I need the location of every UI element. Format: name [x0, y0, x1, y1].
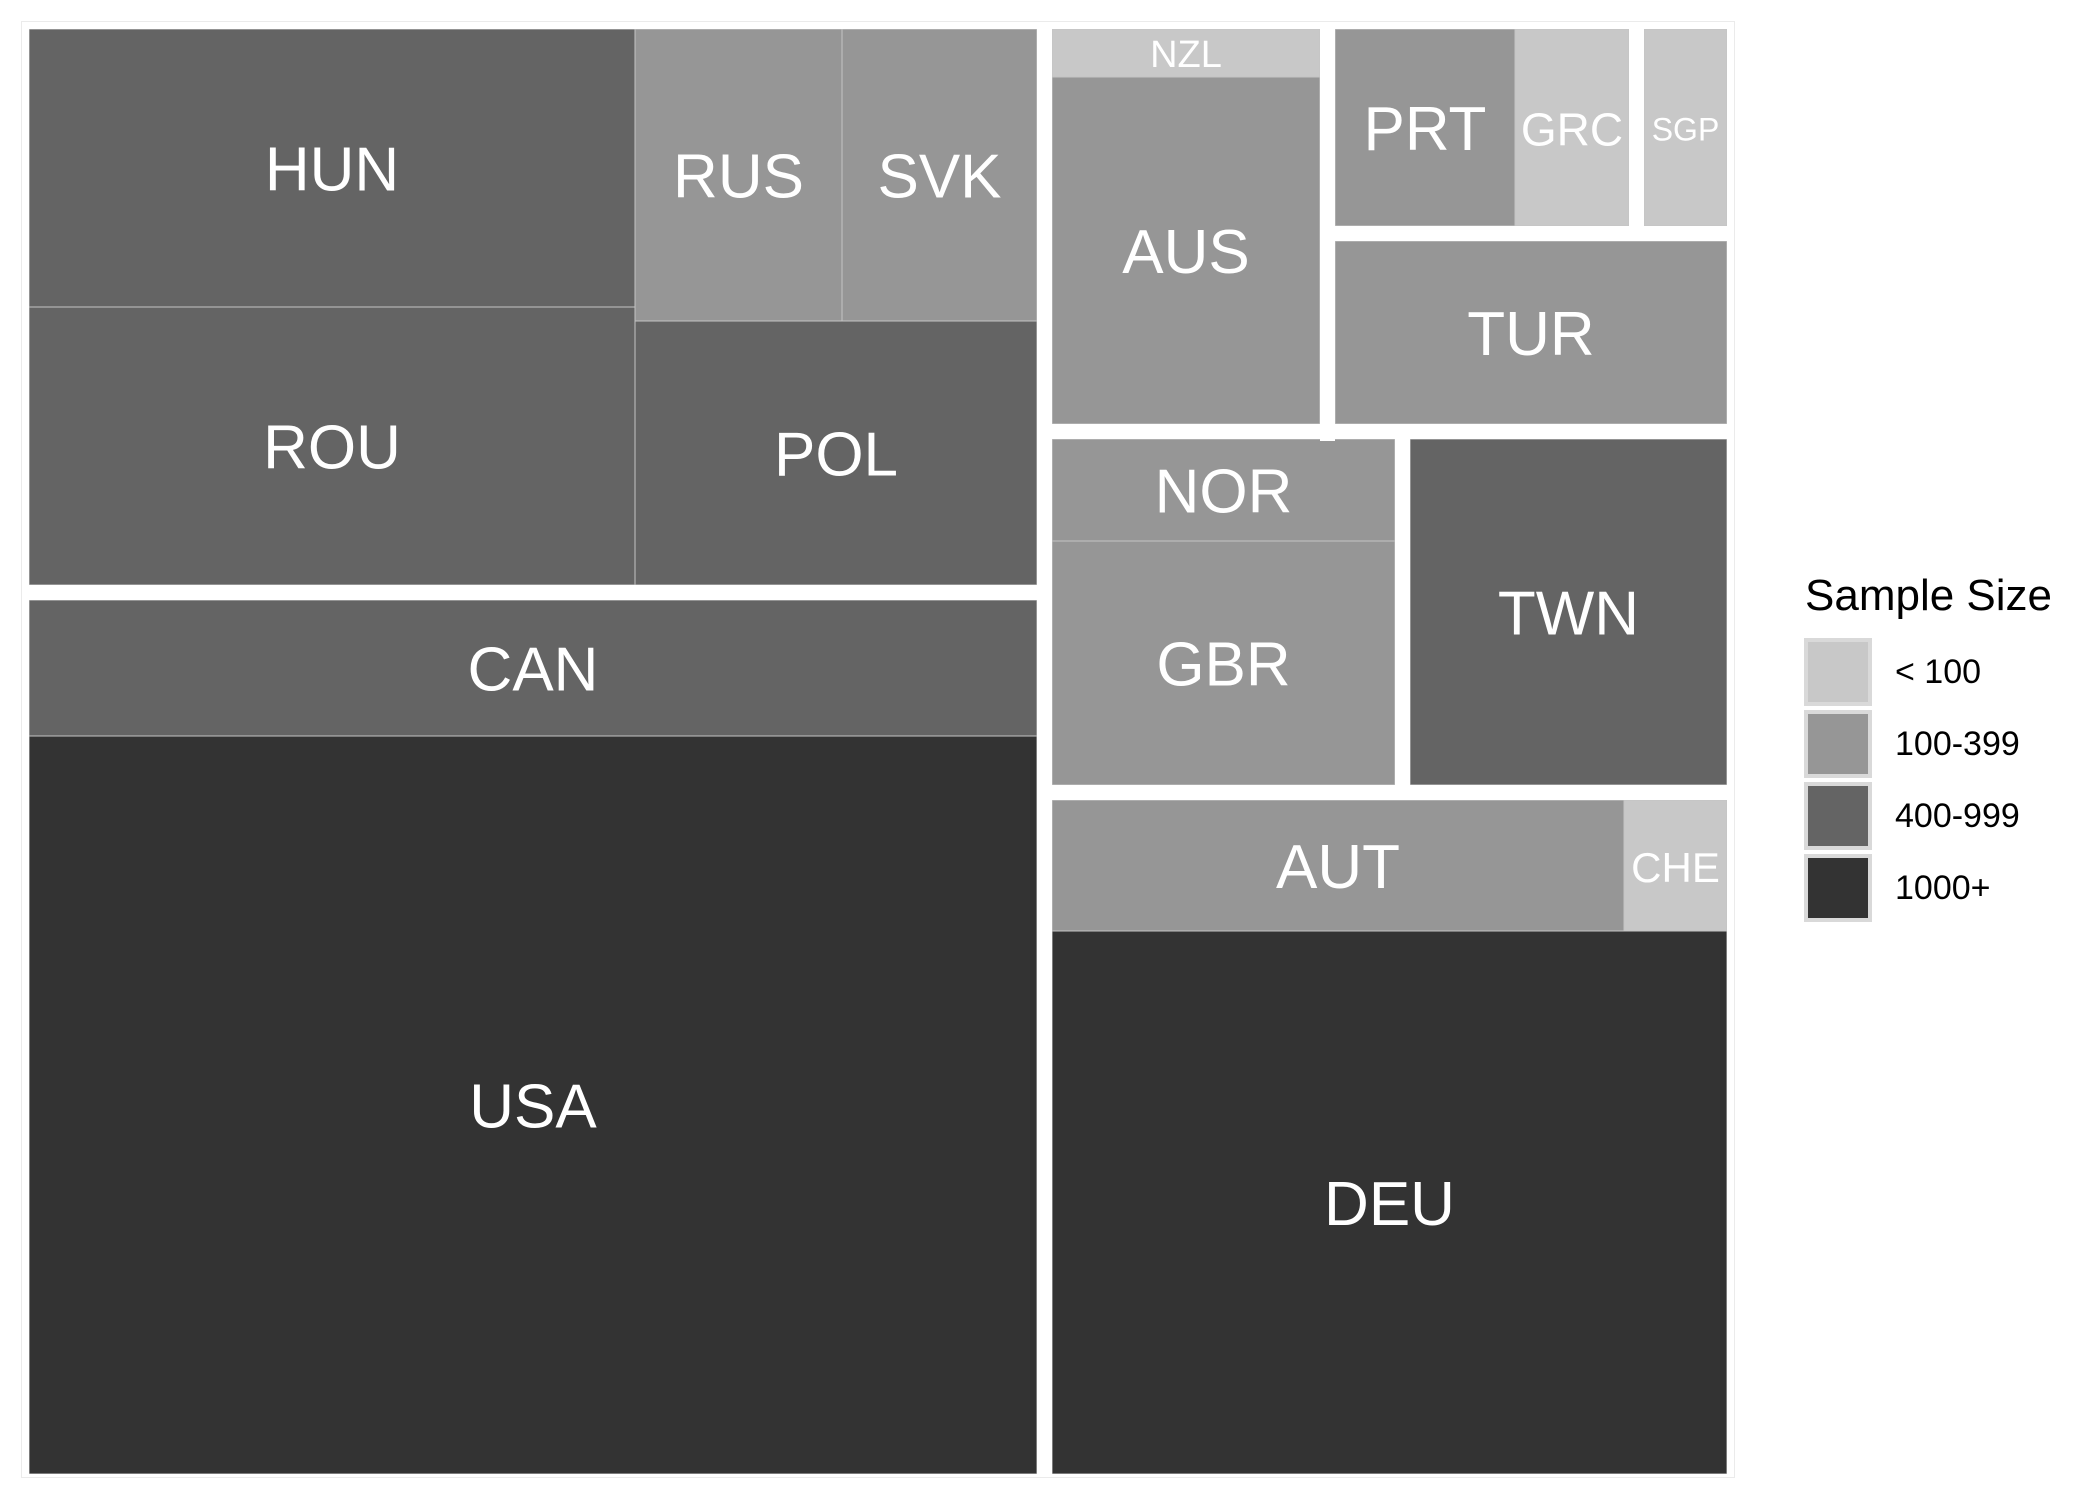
tile-rect [1051, 438, 1396, 542]
tile-rect [1623, 799, 1728, 932]
block-separator [22, 585, 1044, 600]
tile-che: CHE [1623, 799, 1728, 932]
legend-key [1804, 854, 1872, 922]
tile-rect [28, 599, 1038, 737]
tile-label: ROU [263, 414, 401, 483]
tile-can: CAN [28, 599, 1038, 737]
tile-deu: DEU [1051, 930, 1728, 1475]
tile-rus: RUS [634, 28, 843, 322]
tile-label: RUS [673, 143, 804, 212]
block-separator [22, 22, 29, 1477]
tile-tur: TUR [1334, 240, 1728, 425]
block-separator [1052, 785, 1734, 800]
tile-rect [28, 306, 636, 586]
block-separator [1037, 22, 1052, 1477]
tile-label: GRC [1521, 104, 1623, 156]
tile-prt: PRT [1334, 28, 1516, 227]
tile-pol: POL [634, 320, 1038, 586]
legend-label: 100-399 [1895, 725, 2020, 763]
legend-key [1804, 638, 1872, 706]
tile-hun: HUN [28, 28, 636, 308]
block-separator [1629, 22, 1644, 234]
legend-key [1804, 782, 1872, 850]
tile-label: NZL [1150, 34, 1222, 76]
tile-rect [1514, 28, 1630, 227]
tile-label: TUR [1467, 300, 1594, 369]
legend-label: < 100 [1895, 653, 1981, 691]
tile-label: POL [774, 421, 898, 490]
tile-rect [1051, 930, 1728, 1475]
tile-gbr: GBR [1051, 540, 1396, 786]
block-separator [22, 22, 1734, 29]
tile-aus: AUS [1051, 76, 1321, 425]
tile-rect [1051, 76, 1321, 425]
tile-label: TWN [1498, 580, 1639, 649]
tile-label: HUN [265, 136, 399, 205]
block-separator [1052, 424, 1734, 439]
tile-rect [1051, 799, 1625, 932]
tile-svk: SVK [841, 28, 1038, 322]
legend-key [1804, 710, 1872, 778]
tile-label: USA [469, 1073, 597, 1142]
tile-rect [28, 28, 636, 308]
tile-label: AUS [1122, 218, 1249, 287]
tile-rect [1409, 438, 1728, 786]
tile-label: AUT [1276, 833, 1400, 902]
legend-label: 400-999 [1895, 797, 2020, 835]
tile-label: DEU [1324, 1170, 1455, 1239]
block-separator [1335, 226, 1734, 241]
tile-usa: USA [28, 735, 1038, 1475]
tile-rou: ROU [28, 306, 636, 586]
tile-label: SVK [877, 143, 1001, 212]
legend-title: Sample Size [1805, 571, 2052, 620]
tile-label: GBR [1156, 631, 1290, 700]
tile-aut: AUT [1051, 799, 1625, 932]
tile-label: CHE [1631, 844, 1720, 891]
tile-label: PRT [1364, 95, 1487, 164]
tile-rect [841, 28, 1038, 322]
legend: Sample Size < 100 100-399 400-999 1000+ [1804, 571, 2052, 922]
block-separator [1320, 22, 1335, 441]
tile-rect [634, 320, 1038, 586]
tile-label: NOR [1155, 458, 1293, 527]
tile-rect [1643, 28, 1728, 227]
block-separator [1727, 22, 1734, 1477]
legend-label: 1000+ [1895, 869, 1991, 907]
block-separator [22, 1474, 1734, 1477]
tile-label: SGP [1652, 112, 1720, 148]
tile-nor: NOR [1051, 438, 1396, 542]
tile-sgp: SGP [1643, 28, 1728, 227]
treemap-tiles: HUN RUS SVK ROU POL CAN USA NZL AUS PRT GRC SGP TUR N… [22, 22, 1734, 1477]
block-separator [1395, 424, 1410, 800]
tile-grc: GRC [1514, 28, 1630, 227]
tile-twn: TWN [1409, 438, 1728, 786]
tile-label: CAN [468, 636, 599, 705]
tile-rect [28, 735, 1038, 1475]
tile-nzl: NZL [1051, 28, 1321, 78]
